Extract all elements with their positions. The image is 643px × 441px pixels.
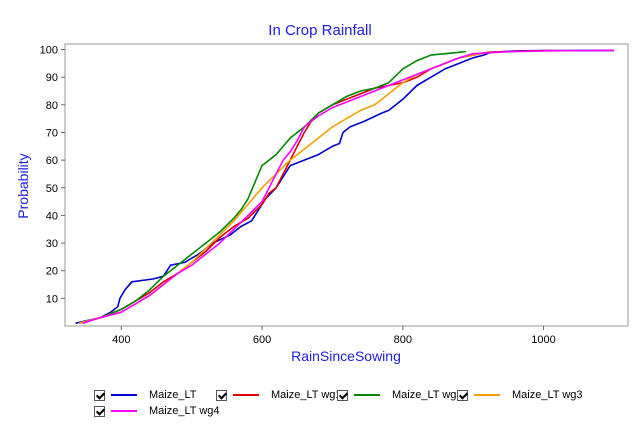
series-line-maize-lt-wg3: [78, 51, 488, 324]
legend-swatch: [111, 394, 137, 396]
y-tick-label: 40: [46, 210, 58, 222]
legend-item-maize-lt-wg3[interactable]: Maize_LT wg3: [457, 387, 583, 403]
x-axis: 400 600 800 1000: [112, 326, 556, 346]
y-tick-label: 80: [46, 100, 58, 112]
y-tick-label: 90: [46, 72, 58, 84]
y-tick-label: 60: [46, 155, 58, 167]
legend-item-maize-lt-wg2[interactable]: Maize_LT wg2: [337, 387, 463, 403]
legend-checkbox[interactable]: [457, 389, 468, 401]
x-tick-label: 800: [394, 334, 412, 346]
y-axis-label: Probability: [15, 153, 31, 218]
series-line-maize-lt-wg1: [78, 49, 551, 324]
y-tick-label: 100: [40, 45, 58, 57]
series-line-maize-lt-wg4: [82, 49, 614, 324]
legend-item-maize-lt[interactable]: Maize_LT: [94, 387, 196, 403]
y-tick-label: 30: [46, 238, 58, 250]
legend-swatch: [474, 394, 500, 396]
legend-swatch: [111, 410, 137, 412]
legend-item-maize-lt-wg1[interactable]: Maize_LT wg1: [216, 387, 342, 403]
plot-area: [64, 43, 629, 327]
y-tick-label: 50: [46, 183, 58, 195]
series-lines: [75, 49, 614, 324]
y-tick-label: 10: [46, 293, 58, 305]
legend-checkbox[interactable]: [94, 405, 105, 417]
x-tick-label: 1000: [531, 334, 555, 346]
legend-label: Maize_LT wg2: [392, 389, 463, 401]
series-line-maize-lt-wg2: [78, 50, 467, 324]
legend-item-maize-lt-wg4[interactable]: Maize_LT wg4: [94, 403, 220, 419]
chart: In Crop Rainfall 10 20 30 40 50 60 70 80 90 100 4…: [15, 22, 629, 364]
x-axis-label: RainSinceSowing: [291, 348, 401, 364]
y-tick-label: 20: [46, 266, 58, 278]
series-line-maize-lt: [75, 49, 614, 324]
legend-checkbox[interactable]: [216, 389, 227, 401]
legend-checkbox[interactable]: [337, 389, 348, 401]
legend-checkbox[interactable]: [94, 389, 105, 401]
chart-title: In Crop Rainfall: [268, 22, 371, 39]
legend-label: Maize_LT wg3: [512, 389, 583, 401]
x-tick-label: 400: [112, 334, 130, 346]
y-axis: 10 20 30 40 50 60 70 80 90 100: [40, 45, 65, 305]
legend-swatch: [233, 394, 259, 396]
legend-label: Maize_LT wg1: [271, 389, 342, 401]
legend-label: Maize_LT: [149, 389, 197, 401]
y-tick-label: 70: [46, 127, 58, 139]
legend: Maize_LT Maize_LT wg1 Maize_LT wg2 Maize…: [0, 382, 643, 437]
legend-label: Maize_LT wg4: [149, 405, 220, 417]
x-tick-label: 600: [253, 334, 271, 346]
legend-swatch: [354, 394, 380, 396]
